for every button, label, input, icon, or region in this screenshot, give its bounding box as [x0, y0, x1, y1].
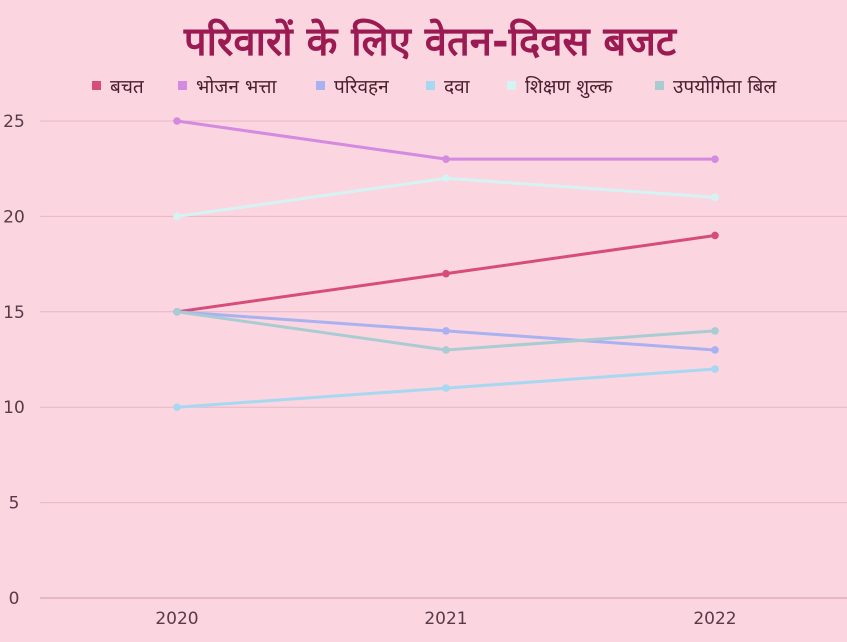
- legend-item: बचत: [92, 76, 145, 98]
- series-line: [175, 176, 717, 218]
- y-tick-label: 5: [9, 494, 20, 514]
- data-point: [711, 193, 719, 202]
- x-axis: 2020 2021 2022: [155, 609, 736, 629]
- data-point: [711, 346, 719, 354]
- legend-swatch: [178, 81, 187, 90]
- data-point: [173, 117, 181, 125]
- x-tick-label: 2020: [155, 609, 198, 629]
- y-tick-label: 0: [9, 589, 20, 609]
- legend-swatch: [655, 81, 664, 90]
- y-tick-label: 15: [3, 303, 25, 323]
- legend-item: दवा: [426, 76, 471, 98]
- legend-label: बचत: [110, 76, 145, 98]
- y-tick-label: 10: [3, 398, 25, 418]
- data-point: [442, 174, 450, 183]
- series-1: [173, 231, 719, 316]
- legend-swatch: [92, 81, 101, 90]
- data-point: [711, 327, 719, 335]
- data-point: [442, 155, 450, 163]
- legend-label: परिवहन: [334, 75, 389, 98]
- x-tick-label: 2021: [424, 609, 467, 629]
- series-2: [173, 117, 719, 163]
- data-point: [442, 346, 450, 354]
- legend-item: शिक्षण शुल्क: [507, 75, 613, 99]
- legend-label: शिक्षण शुल्क: [525, 75, 613, 99]
- chart-title: परिवारों के लिए वेतन-दिवस बजट: [183, 18, 678, 65]
- series-group: [173, 117, 719, 412]
- data-point: [442, 327, 450, 335]
- data-point: [711, 231, 719, 240]
- data-point: [173, 308, 181, 316]
- series-line: [175, 119, 717, 161]
- legend-label: उपयोगिता बिल: [673, 75, 777, 98]
- series-5: [173, 174, 719, 221]
- x-tick-label: 2022: [693, 609, 736, 629]
- data-point: [711, 365, 719, 373]
- legend-swatch: [316, 81, 325, 90]
- y-axis: 0 5 10 15 20 25: [3, 112, 25, 609]
- data-point: [442, 269, 450, 278]
- gridlines: [40, 120, 847, 599]
- data-point: [711, 155, 719, 163]
- legend-swatch: [507, 81, 516, 90]
- data-point: [173, 403, 181, 412]
- legend-item: परिवहन: [316, 75, 389, 98]
- legend-label: दवा: [444, 76, 471, 98]
- y-tick-label: 20: [3, 207, 25, 227]
- data-point: [173, 212, 181, 221]
- legend-item: उपयोगिता बिल: [655, 75, 777, 98]
- legend-label: भोजन भत्ता: [196, 75, 277, 98]
- data-point: [442, 384, 450, 392]
- legend: बचत भोजन भत्ता परिवहन दवा शिक्षण शुल्क उपयोगि…: [92, 75, 777, 99]
- legend-item: भोजन भत्ता: [178, 75, 277, 98]
- y-tick-label: 25: [3, 112, 25, 132]
- series-6: [173, 308, 719, 354]
- legend-swatch: [426, 81, 435, 90]
- series-4: [173, 365, 719, 412]
